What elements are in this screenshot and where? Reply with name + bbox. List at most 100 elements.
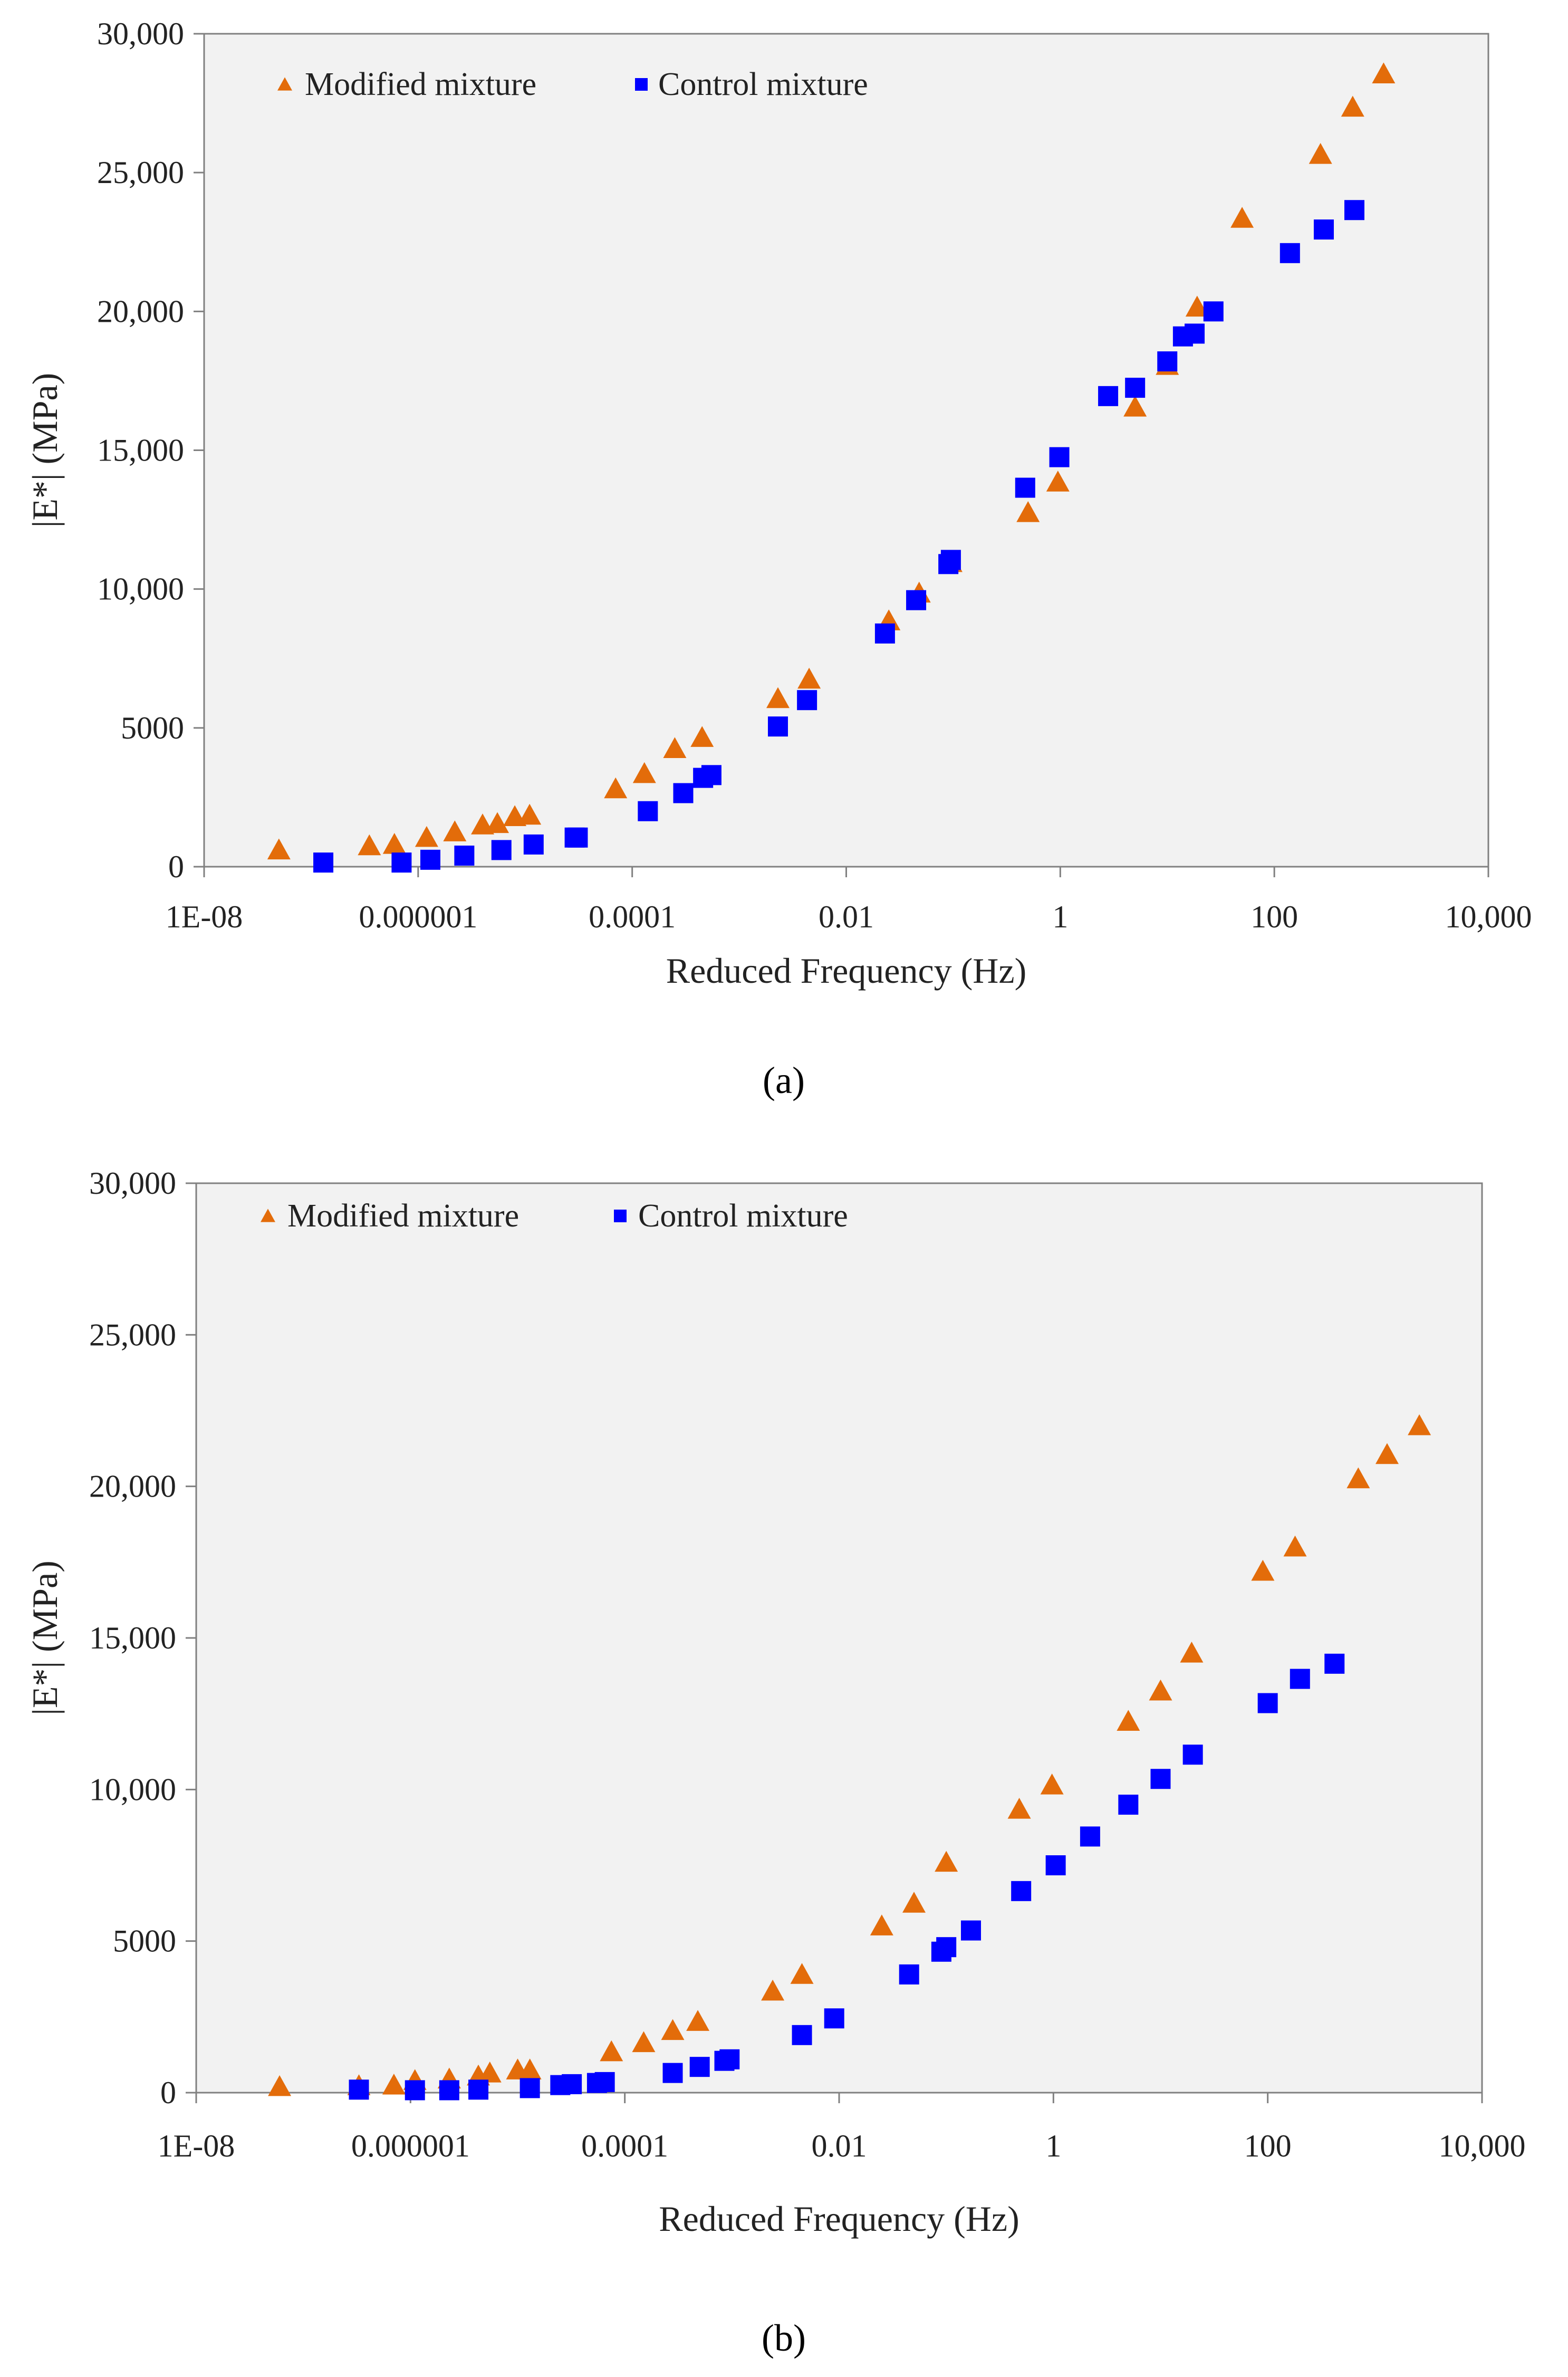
data-point-control xyxy=(960,1920,981,1941)
data-point-modified xyxy=(935,1851,958,1872)
data-point-control xyxy=(638,801,658,821)
data-point-modified xyxy=(267,838,291,860)
chart-panel-a: 0 5000 10,000 15,000 20,000 25,000 30,000 1E-08… xyxy=(25,16,1532,991)
data-point-control xyxy=(594,2072,615,2092)
y-tick-label: 15,000 xyxy=(89,1621,176,1655)
legend-label: Modified mixture xyxy=(305,66,536,102)
data-point-modified xyxy=(902,1892,926,1913)
x-tick-label: 0.000001 xyxy=(351,2129,470,2163)
data-point-control xyxy=(1150,1769,1171,1789)
data-point-control xyxy=(797,690,817,711)
y-tick-label: 25,000 xyxy=(89,1317,176,1352)
data-point-control xyxy=(1185,323,1205,344)
data-point-modified xyxy=(382,832,406,854)
data-point-control xyxy=(567,827,588,848)
data-point-control xyxy=(491,840,512,860)
data-point-modified xyxy=(1341,95,1364,117)
data-point-modified xyxy=(1007,1798,1031,1819)
y-tick-label: 0 xyxy=(168,849,184,884)
data-point-control xyxy=(439,2080,459,2101)
data-point-control xyxy=(1313,219,1334,240)
data-point-control xyxy=(1257,1693,1278,1713)
data-point-modified xyxy=(600,2040,623,2062)
data-point-control xyxy=(874,623,895,644)
x-tick-label: 0.0001 xyxy=(589,899,676,934)
plot-area xyxy=(195,1182,1483,2094)
chart-panel-b: 0 5000 10,000 15,000 20,000 25,000 30,000 1E-08… xyxy=(25,1166,1526,2239)
data-point-modified xyxy=(663,737,687,758)
data-point-control xyxy=(1182,1745,1203,1765)
data-point-modified xyxy=(518,2058,542,2079)
panel-label-b: (b) xyxy=(762,2317,806,2359)
data-point-control xyxy=(468,2079,489,2100)
data-point-modified xyxy=(686,2010,710,2031)
data-point-modified xyxy=(268,2075,292,2096)
legend-marker-square-icon xyxy=(614,1210,627,1222)
data-point-control xyxy=(405,2080,425,2101)
legend-marker-triangle-icon xyxy=(277,77,292,91)
data-point-control xyxy=(1080,1826,1100,1847)
x-tick-label: 10,000 xyxy=(1445,899,1532,934)
x-tick-label: 0.01 xyxy=(812,2129,867,2163)
y-tick-label: 20,000 xyxy=(89,1469,176,1504)
x-axis-title: Reduced Frequency (Hz) xyxy=(666,951,1027,991)
data-point-modified xyxy=(661,2019,685,2040)
data-point-control xyxy=(520,2078,540,2098)
data-point-control xyxy=(1324,1653,1345,1674)
series-control-mixture xyxy=(313,200,1364,873)
data-point-control xyxy=(719,2049,740,2069)
plot-area xyxy=(203,33,1489,868)
data-point-modified xyxy=(1149,1679,1172,1701)
data-point-control xyxy=(1290,1669,1310,1689)
data-point-control xyxy=(523,834,544,855)
series-control-mixture xyxy=(349,1653,1345,2101)
legend-label: Control mixture xyxy=(638,1198,848,1234)
legend-marker-square-icon xyxy=(635,78,648,91)
data-point-modified xyxy=(358,834,381,856)
data-point-modified xyxy=(518,803,542,825)
data-point-control xyxy=(349,2079,369,2100)
data-point-control xyxy=(1344,200,1364,221)
y-tick-label: 30,000 xyxy=(89,1166,176,1201)
x-tick-label: 100 xyxy=(1250,899,1298,934)
data-point-modified xyxy=(1046,471,1070,492)
data-point-modified xyxy=(1346,1467,1370,1489)
data-point-control xyxy=(1049,447,1070,467)
data-point-control xyxy=(562,2074,582,2094)
data-point-modified xyxy=(1040,1774,1064,1795)
y-tick-label: 0 xyxy=(160,2075,176,2110)
data-point-modified xyxy=(632,762,656,783)
data-point-modified xyxy=(1180,1642,1204,1663)
data-point-modified xyxy=(761,1979,785,2001)
data-point-control xyxy=(1118,1795,1139,1815)
x-tick-label: 0.0001 xyxy=(581,2129,668,2163)
data-point-modified xyxy=(1309,143,1332,164)
y-axis-title: |E*| (MPa) xyxy=(25,1560,65,1715)
data-point-modified xyxy=(1117,1710,1140,1731)
data-point-modified xyxy=(1375,1443,1399,1464)
data-point-modified xyxy=(443,820,467,841)
data-point-modified xyxy=(478,2061,502,2083)
data-point-control xyxy=(1011,1881,1032,1901)
legend-label: Modified mixture xyxy=(287,1198,519,1234)
data-point-control xyxy=(936,1937,957,1958)
x-axis-title: Reduced Frequency (Hz) xyxy=(659,2199,1019,2239)
data-point-modified xyxy=(1372,62,1396,83)
data-point-control xyxy=(454,845,475,866)
data-point-modified xyxy=(870,1914,893,1935)
data-point-modified xyxy=(632,2031,656,2053)
y-tick-label: 15,000 xyxy=(97,433,184,468)
data-point-control xyxy=(673,783,694,803)
x-tick-label: 0.000001 xyxy=(359,899,477,934)
data-point-modified xyxy=(1408,1414,1431,1435)
data-point-modified xyxy=(1016,501,1040,522)
data-point-modified xyxy=(1251,1559,1275,1581)
data-point-control xyxy=(767,716,788,737)
data-point-control xyxy=(824,2008,844,2029)
y-tick-label: 10,000 xyxy=(89,1772,176,1807)
x-tick-label: 10,000 xyxy=(1439,2129,1526,2163)
x-tick-label: 1 xyxy=(1052,899,1068,934)
y-tick-label: 5000 xyxy=(121,711,184,745)
data-point-control xyxy=(1045,1855,1066,1875)
